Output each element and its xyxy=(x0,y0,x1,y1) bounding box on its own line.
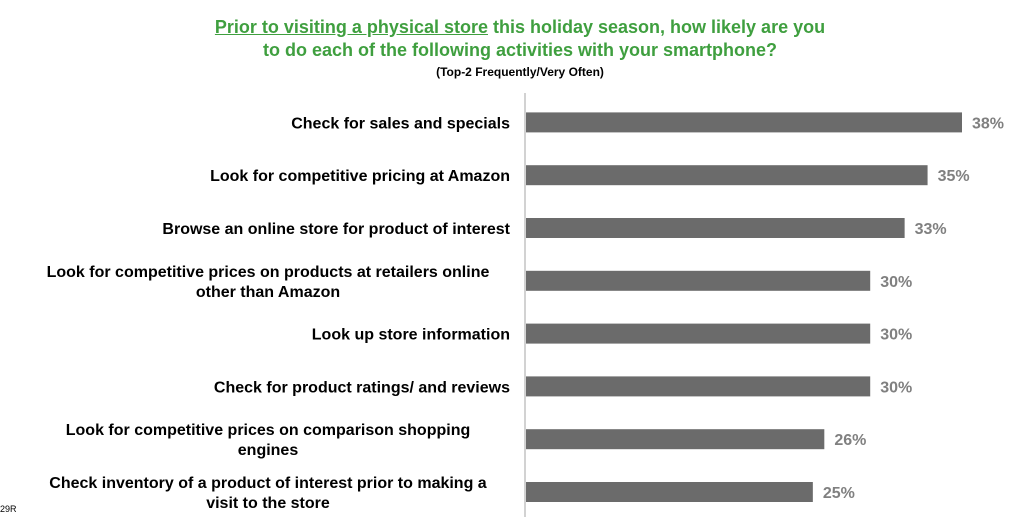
value-label-2: 35% xyxy=(938,168,970,185)
chart-title-underlined: Prior to visiting a physical store xyxy=(214,17,488,37)
bar-8 xyxy=(526,482,813,502)
chart-title-line2: to do each of the following activities w… xyxy=(262,40,778,60)
bar-2 xyxy=(526,165,928,186)
bar-5 xyxy=(526,323,871,344)
chart-subtitle: (Top-2 Frequently/Very Often) xyxy=(436,65,604,79)
chart-title-line1-rest: this holiday season, how likely are you xyxy=(487,17,826,37)
bar-3 xyxy=(526,218,905,238)
bar-7 xyxy=(526,429,825,450)
value-label-5: 30% xyxy=(880,327,912,344)
category-label-3: Browse an online store for product of in… xyxy=(162,221,510,238)
footnote: 29R xyxy=(0,504,17,514)
chart-title: Prior to visiting a physical store this … xyxy=(0,16,1014,62)
value-label-7: 26% xyxy=(834,432,866,449)
category-label-4-line-2: other than Amazon xyxy=(196,284,340,301)
bar-6 xyxy=(526,376,871,397)
value-label-3: 33% xyxy=(915,221,947,238)
category-label-5: Look up store information xyxy=(312,327,510,344)
value-label-1: 38% xyxy=(972,115,1004,132)
category-label-6: Check for product ratings/ and reviews xyxy=(214,379,510,396)
value-label-6: 30% xyxy=(880,379,912,396)
category-label-7-line-1: Look for competitive prices on compariso… xyxy=(66,422,471,439)
category-label-2: Look for competitive pricing at Amazon xyxy=(210,168,510,185)
category-label-7-line-2: engines xyxy=(238,442,299,459)
bar-1 xyxy=(526,112,962,133)
category-label-8-line-2: visit to the store xyxy=(206,495,330,512)
value-label-8: 25% xyxy=(823,485,855,502)
value-label-4: 30% xyxy=(880,274,912,291)
category-label-4-line-1: Look for competitive prices on products … xyxy=(47,264,490,281)
category-label-1: Check for sales and specials xyxy=(291,115,510,132)
category-label-8-line-1: Check inventory of a product of interest… xyxy=(49,475,487,492)
bar-4 xyxy=(526,270,871,291)
